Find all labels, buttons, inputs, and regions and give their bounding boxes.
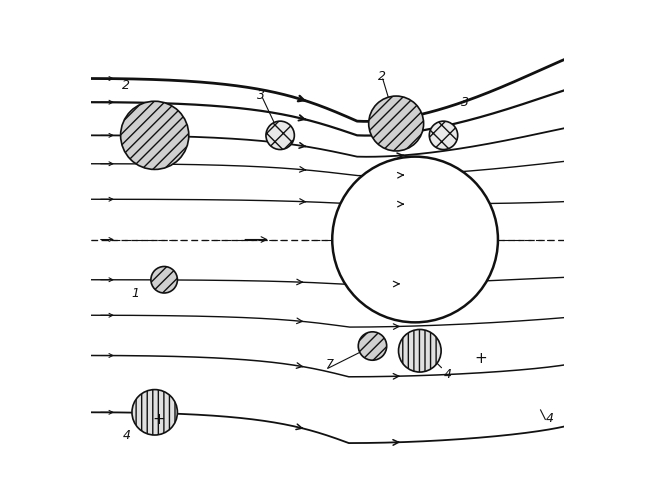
Text: +: +	[153, 412, 165, 427]
Text: +: +	[474, 351, 487, 365]
Circle shape	[151, 266, 178, 293]
Text: 4: 4	[545, 412, 553, 425]
Circle shape	[332, 157, 498, 322]
Text: 7: 7	[326, 358, 334, 371]
Circle shape	[358, 332, 386, 360]
Text: 4: 4	[122, 430, 130, 443]
Circle shape	[121, 101, 189, 170]
Text: 4: 4	[444, 368, 452, 381]
Circle shape	[369, 96, 424, 151]
Circle shape	[429, 121, 458, 149]
Text: 2: 2	[122, 79, 130, 92]
Text: 3: 3	[461, 96, 469, 109]
Text: 1: 1	[132, 287, 140, 300]
Circle shape	[398, 330, 441, 372]
Text: 2: 2	[378, 69, 386, 83]
Circle shape	[132, 389, 178, 435]
Text: 3: 3	[257, 89, 265, 102]
Circle shape	[266, 121, 294, 149]
